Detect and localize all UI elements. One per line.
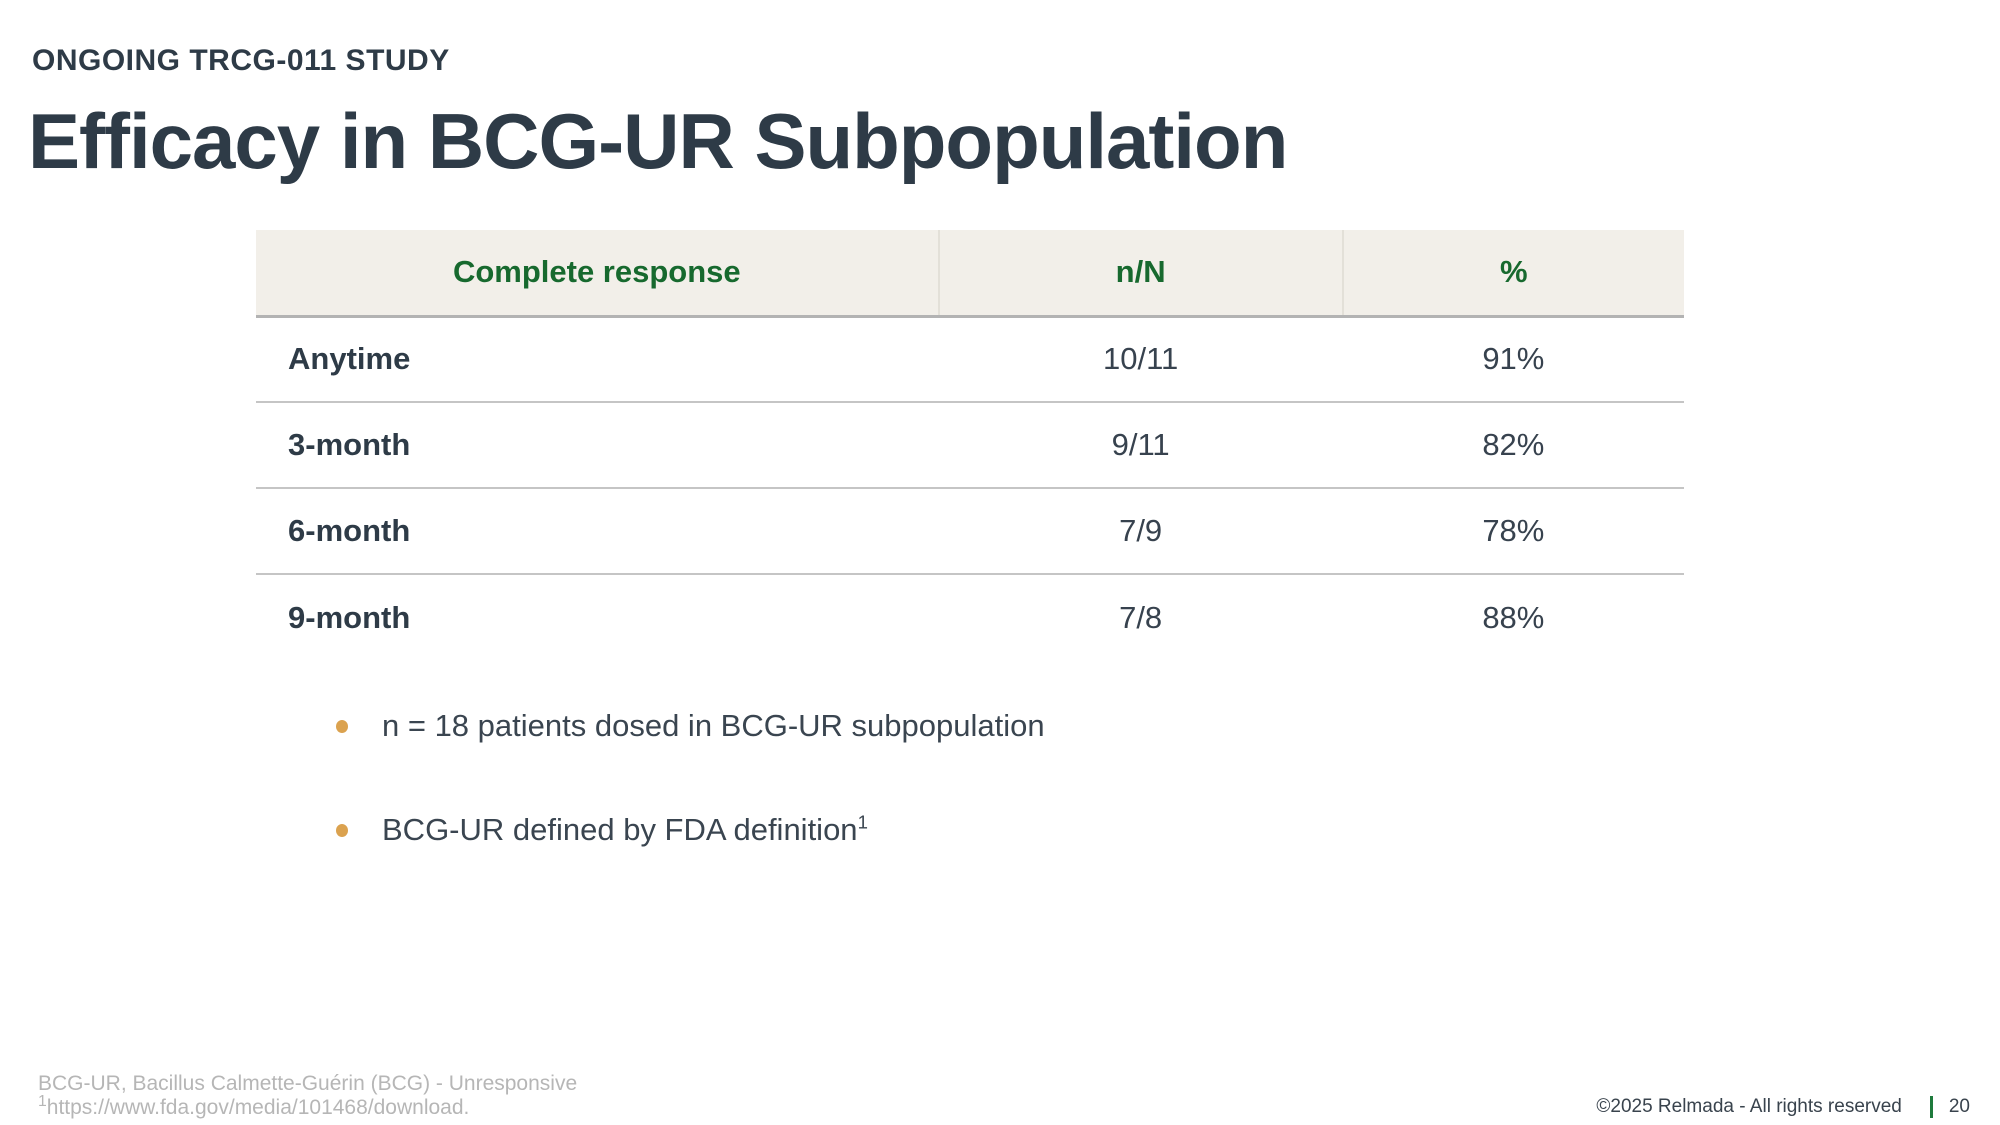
- row-nN-cell: 7/8: [1119, 599, 1163, 635]
- row-nN-cell: 7/9: [1119, 513, 1163, 548]
- row-pct-cell: 82%: [1482, 427, 1545, 462]
- row-nN-cell: 10/11: [1102, 341, 1179, 377]
- page-title: Efficacy in BCG-UR Subpopulation: [28, 97, 1288, 185]
- bullet-superscript: 1: [857, 811, 868, 833]
- col-header-percent: %: [1341, 230, 1684, 318]
- bullet-text: BCG-UR defined by FDA definition1: [382, 812, 868, 848]
- bullet-dot-icon: [336, 719, 348, 733]
- table-row: Anytime 10/11 91%: [256, 316, 1684, 402]
- col-header-n-N: n/N: [937, 230, 1343, 318]
- row-pct-cell: 78%: [1482, 513, 1545, 548]
- bullet-text-main: n = 18 patients dosed in BCG-UR subpopul…: [382, 708, 1045, 743]
- row-label-cell: 3-month: [288, 427, 411, 462]
- row-label-cell: 9-month: [288, 599, 411, 635]
- table-row: 3-month 9/11 82%: [256, 402, 1684, 488]
- col-header-complete-response: Complete response: [256, 230, 939, 318]
- list-item: n = 18 patients dosed in BCG-UR subpopul…: [336, 702, 1045, 750]
- list-item: BCG-UR defined by FDA definition1: [336, 806, 1045, 854]
- footnote-superscript: 1: [38, 1093, 47, 1110]
- bullet-text-main: BCG-UR defined by FDA definition: [382, 812, 858, 847]
- table-header-row: Complete response n/N %: [256, 230, 1684, 318]
- row-pct-cell: 91%: [1482, 341, 1545, 377]
- footnote-reference: 1https://www.fda.gov/media/101468/downlo…: [38, 1093, 577, 1120]
- slide-footer: ©2025 Relmada - All rights reserved 20: [1596, 1096, 1970, 1118]
- efficacy-table-container: Complete response n/N % Anytime 10/11 91…: [256, 230, 1684, 660]
- table-row: 6-month 7/9 78%: [256, 488, 1684, 574]
- footnotes: BCG-UR, Bacillus Calmette-Guérin (BCG) -…: [38, 1072, 577, 1120]
- footnote-url: https://www.fda.gov/media/101468/downloa…: [46, 1096, 470, 1119]
- copyright-text: ©2025 Relmada - All rights reserved: [1596, 1096, 1902, 1117]
- table-row: 9-month 7/8 88%: [256, 574, 1684, 660]
- bullet-list: n = 18 patients dosed in BCG-UR subpopul…: [336, 702, 1045, 910]
- footnote-abbreviation: BCG-UR, Bacillus Calmette-Guérin (BCG) -…: [38, 1072, 578, 1095]
- footer-divider: [1929, 1096, 1933, 1118]
- bullet-text: n = 18 patients dosed in BCG-UR subpopul…: [382, 708, 1045, 744]
- bullet-dot-icon: [336, 823, 348, 837]
- page-number: 20: [1948, 1096, 1970, 1117]
- row-nN-cell: 9/11: [1111, 427, 1170, 462]
- row-pct-cell: 88%: [1482, 599, 1545, 635]
- row-label-cell: 6-month: [288, 513, 411, 548]
- efficacy-table: Complete response n/N % Anytime 10/11 91…: [256, 230, 1684, 660]
- slide-eyebrow: ONGOING TRCG-011 STUDY: [32, 44, 450, 77]
- row-label-cell: Anytime: [288, 341, 411, 377]
